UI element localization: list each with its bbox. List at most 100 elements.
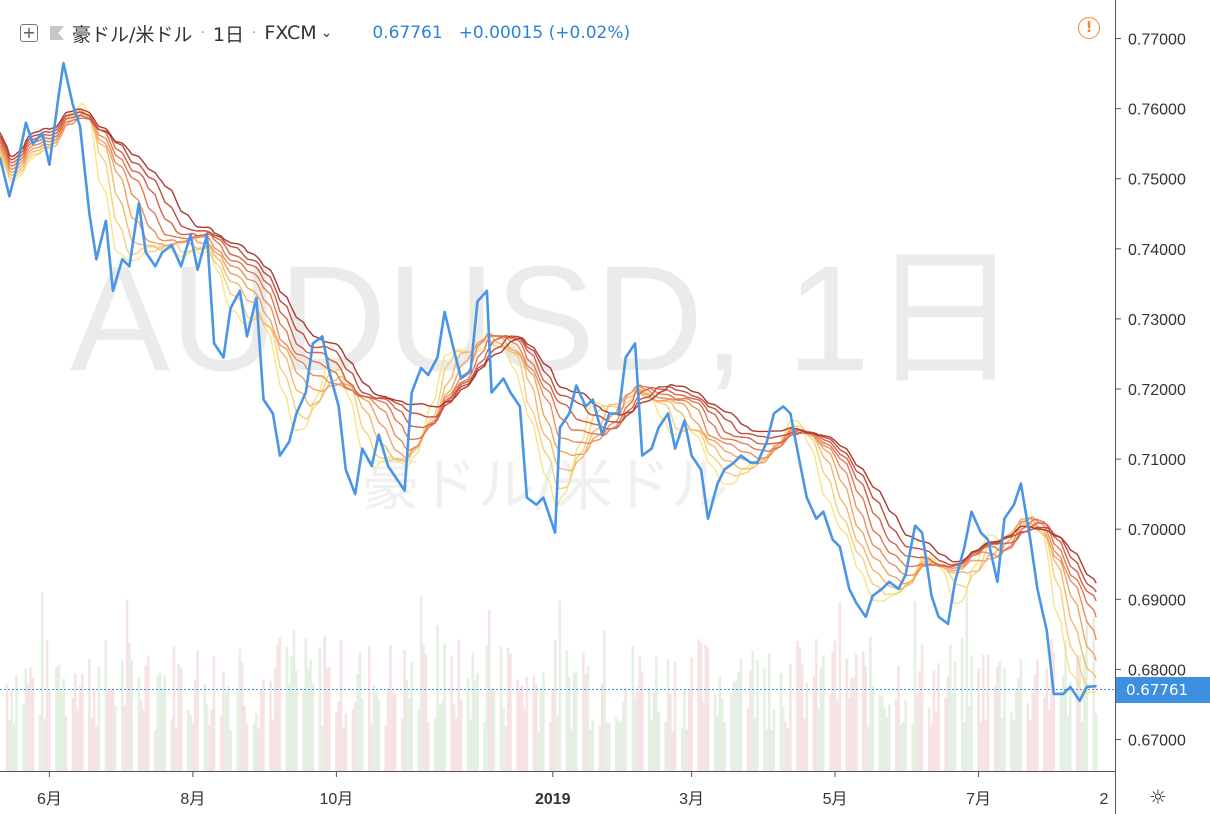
volume-bar — [556, 715, 559, 771]
interval-label[interactable]: 1日 — [212, 23, 244, 46]
volume-bar — [702, 702, 705, 771]
price-point — [930, 594, 933, 597]
last-price-badge: 0.67761 — [1116, 677, 1210, 703]
price-point — [255, 297, 258, 299]
volume-bar — [179, 668, 183, 771]
volume-bar — [1052, 652, 1056, 771]
volume-bar — [937, 663, 940, 771]
price-point — [947, 623, 949, 625]
volume-bar — [730, 694, 733, 771]
volume-bar — [389, 645, 392, 771]
price-point — [403, 489, 406, 492]
volume-bar — [304, 638, 308, 771]
volume-bar — [887, 704, 891, 771]
time-axis-label: 6月 — [37, 791, 62, 808]
price-point — [657, 426, 660, 429]
volume-bar — [1031, 693, 1034, 771]
volume-bar — [433, 718, 437, 771]
volume-bar — [485, 645, 489, 771]
volume-bar — [43, 719, 46, 771]
price-axis-label: 0.75000 — [1128, 172, 1186, 189]
volume-bar — [537, 730, 540, 771]
price-point — [377, 433, 380, 436]
price-point — [1029, 538, 1032, 541]
add-symbol-icon[interactable]: + — [20, 24, 38, 42]
price-point — [822, 510, 825, 513]
volume-bar — [273, 668, 277, 771]
volume-bar — [622, 701, 625, 771]
price-axis-label: 0.70000 — [1128, 522, 1186, 539]
alert-icon[interactable]: ! — [1078, 17, 1100, 39]
price-point — [1020, 482, 1022, 485]
volume-bar — [471, 652, 475, 771]
volume-bar — [932, 670, 936, 771]
settings-gear-icon[interactable]: ☼ — [1149, 785, 1167, 809]
volume-bar — [245, 723, 249, 771]
price-point — [871, 594, 874, 597]
volume-bar — [1066, 715, 1070, 771]
volume-bar — [64, 716, 68, 771]
volume-bar — [175, 728, 178, 771]
volume-bar — [189, 714, 192, 771]
volume-bar — [320, 726, 324, 771]
price-point — [476, 300, 479, 303]
volume-bar — [1019, 658, 1023, 771]
time-axis-label: 10月 — [319, 791, 353, 808]
price-point — [469, 370, 472, 373]
price-point — [608, 412, 611, 415]
symbol-name[interactable]: 豪ドル/米ドル — [72, 23, 193, 46]
price-point — [0, 156, 1, 159]
exchange-label[interactable]: FXCM — [264, 22, 317, 44]
volume-bar — [158, 672, 162, 771]
volume-bar — [803, 718, 806, 771]
volume-bar — [913, 601, 917, 771]
volume-bar — [716, 714, 719, 771]
volume-bar — [977, 667, 980, 771]
volume-bar — [443, 643, 446, 771]
volume-bar — [106, 689, 110, 771]
price-point — [62, 62, 65, 64]
price-point — [584, 405, 587, 408]
price-point — [279, 454, 281, 457]
price-point — [436, 356, 439, 359]
price-point — [105, 219, 107, 222]
volume-bar — [817, 709, 820, 771]
volume-bar — [455, 718, 458, 771]
volume-bar — [930, 724, 933, 771]
volume-bar — [1012, 719, 1016, 771]
volume-bar — [951, 693, 954, 771]
price-point — [970, 510, 973, 513]
volume-bar — [419, 596, 423, 771]
volume-bar — [290, 656, 293, 771]
price-point — [888, 580, 890, 583]
volume-bar — [219, 715, 223, 771]
price-point — [749, 461, 752, 464]
volume-bar — [789, 663, 792, 771]
volume-bar — [779, 672, 783, 771]
volume-bar — [963, 721, 966, 771]
price-point — [641, 454, 643, 457]
volume-bar — [904, 699, 907, 771]
chevron-down-icon[interactable]: ⌄ — [320, 25, 333, 41]
price-axis-label: 0.69000 — [1128, 592, 1186, 609]
price-point — [575, 384, 578, 387]
volume-bar — [375, 692, 378, 771]
price-point — [798, 461, 801, 464]
price-axis-label: 0.74000 — [1128, 242, 1186, 259]
volume-bar — [71, 697, 75, 771]
volume-bar — [549, 722, 552, 771]
volume-bar — [476, 673, 479, 771]
volume-bar — [706, 648, 710, 771]
price-point — [246, 335, 248, 338]
volume-bar — [669, 693, 672, 771]
price-point — [25, 121, 27, 124]
volume-bar — [553, 639, 557, 771]
volume-bar — [285, 646, 289, 771]
price-point — [361, 447, 364, 450]
volume-bar — [1094, 713, 1098, 771]
volume-bar — [1080, 721, 1084, 771]
volume-bar — [288, 683, 291, 771]
volume-bar — [650, 720, 653, 771]
volume-bar — [499, 646, 503, 771]
